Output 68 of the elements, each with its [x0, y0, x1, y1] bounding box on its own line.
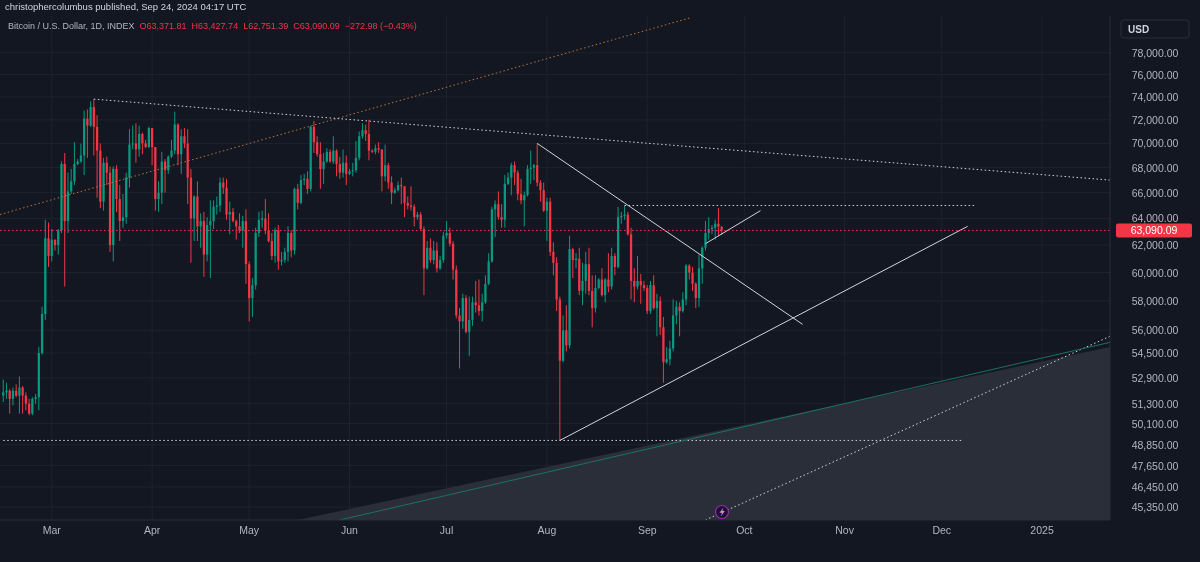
x-tick-label: Apr: [143, 524, 161, 536]
y-tick-label: 68,000.00: [1131, 161, 1179, 174]
x-tick-label: Mar: [42, 524, 62, 536]
y-tick-label: 52,900.00: [1131, 371, 1179, 384]
candlestick: [594, 274, 597, 314]
ref-line-label: 63,090.09: [1130, 224, 1178, 237]
y-tick-label: 51,300.00: [1131, 397, 1179, 410]
candlestick: [306, 170, 309, 195]
candlestick: [545, 197, 549, 242]
candlestick: [477, 279, 481, 316]
candlestick: [228, 201, 231, 235]
y-axis-title: USD: [1128, 24, 1150, 35]
y-tick-label: 56,000.00: [1131, 324, 1179, 337]
candlestick: [510, 162, 513, 196]
y-tick-label: 58,000.00: [1131, 294, 1179, 307]
candlestick: [607, 252, 610, 293]
y-tick-label: 54,500.00: [1131, 347, 1179, 360]
candlestick: [280, 251, 283, 267]
candlestick: [636, 255, 639, 290]
annotation: L62,751.39: [243, 21, 289, 31]
y-tick-label: 46,450.00: [1131, 480, 1179, 493]
x-tick-label: Jun: [341, 524, 359, 536]
x-tick-label: Jul: [439, 524, 454, 536]
x-tick-label: Aug: [537, 524, 557, 536]
x-tick-label: Dec: [932, 524, 952, 536]
y-tick-label: 45,350.00: [1131, 500, 1179, 513]
candlestick: [623, 204, 626, 221]
y-tick-label: 64,000.00: [1131, 212, 1179, 225]
candlestick: [322, 152, 325, 185]
y-tick-label: 72,000.00: [1131, 113, 1179, 126]
text: Bitcoin / U.S. Dollar, 1D, INDEX: [8, 21, 135, 31]
candlestick: [396, 180, 400, 192]
x-tick-label: 2025: [1030, 524, 1054, 536]
candlestick: [429, 237, 432, 264]
candlestick: [335, 148, 338, 177]
annotation: O63,371.81: [139, 21, 187, 31]
candlestick: [542, 182, 545, 213]
candlestick: [377, 141, 380, 154]
x-tick-label: Sep: [637, 524, 657, 536]
x-tick-label: Oct: [736, 524, 753, 536]
candlestick: [141, 132, 144, 155]
annotation: −272.98 (−0.43%): [344, 21, 417, 31]
y-tick-label: 62,000.00: [1131, 239, 1179, 252]
candlestick: [536, 142, 539, 187]
y-tick-label: 47,650.00: [1131, 459, 1179, 472]
candlestick: [31, 396, 34, 416]
y-tick-label: 76,000.00: [1131, 68, 1179, 81]
y-tick-label: 66,000.00: [1131, 186, 1179, 199]
candlestick: [86, 108, 89, 159]
annotation: H63,427.74: [191, 21, 239, 31]
y-tick-label: 74,000.00: [1131, 90, 1179, 103]
candlestick: [678, 301, 681, 337]
y-tick-label: 78,000.00: [1131, 46, 1179, 59]
y-tick-label: 60,000.00: [1131, 266, 1179, 279]
candlestick: [89, 100, 92, 128]
candlestick: [532, 163, 536, 181]
chart-subtitle: christophercolumbus published, Sep 24, 2024 04:17 UTC: [5, 1, 247, 12]
y-tick-label: 70,000.00: [1131, 137, 1179, 150]
candlestick: [341, 148, 345, 179]
candlestick: [387, 162, 390, 190]
candlestick: [432, 240, 435, 265]
candlestick: [18, 375, 21, 415]
y-tick-label: 50,100.00: [1131, 417, 1179, 430]
x-tick-label: May: [239, 524, 260, 536]
x-tick-label: Nov: [835, 524, 855, 536]
candlestick: [2, 379, 5, 403]
annotation: C63,090.09: [293, 21, 340, 31]
y-tick-label: 48,850.00: [1131, 438, 1179, 451]
